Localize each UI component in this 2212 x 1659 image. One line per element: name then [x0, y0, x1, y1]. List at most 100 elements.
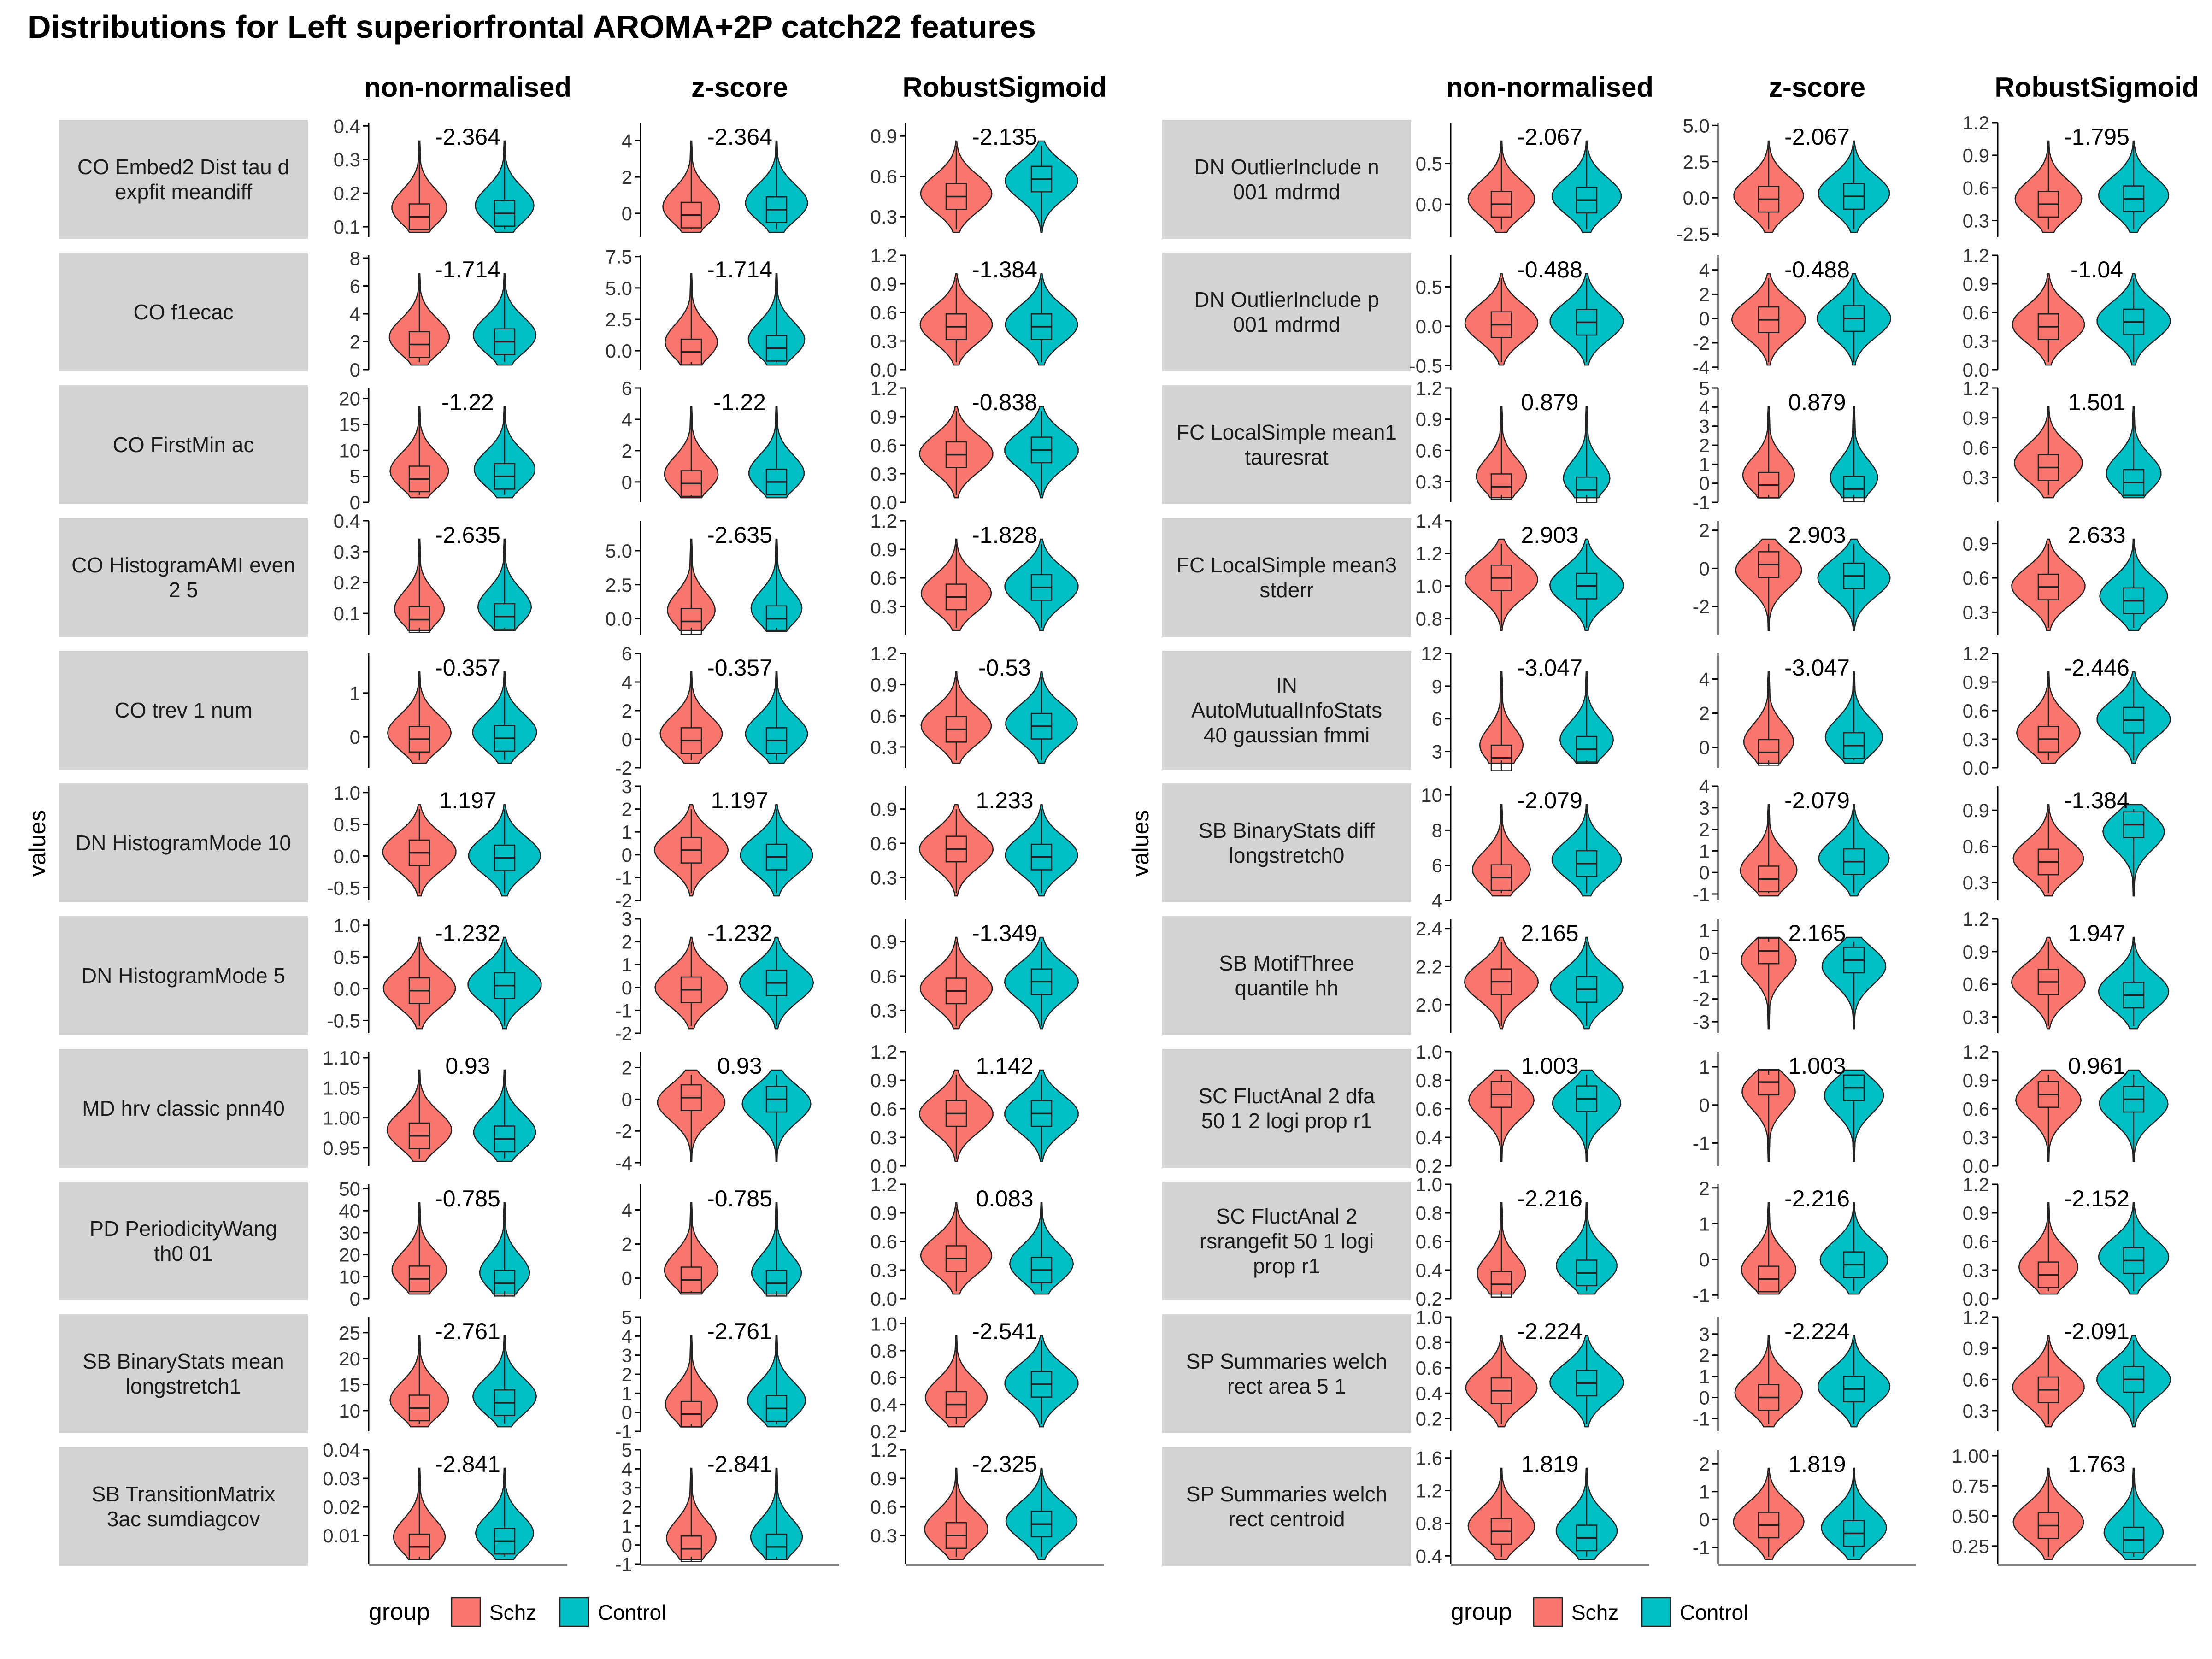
- stat-label: 2.165: [1788, 920, 1846, 946]
- y-tick-label: 0: [1699, 473, 1710, 494]
- y-tick-label: 0.6: [1963, 974, 1989, 995]
- y-tick-label: 0: [622, 1535, 632, 1556]
- control-violin: [1005, 273, 1078, 366]
- y-tick-label: 3: [1699, 416, 1710, 437]
- stat-label: -2.135: [972, 124, 1037, 150]
- control-violin: [468, 804, 541, 897]
- stat-label: -2.325: [972, 1451, 1037, 1477]
- y-tick-label: 1: [622, 954, 632, 976]
- stat-label: -2.541: [972, 1318, 1037, 1344]
- y-tick-label: 0: [1699, 1387, 1710, 1409]
- y-tick-label: 4: [1699, 396, 1710, 418]
- y-tick-label: 6: [350, 276, 360, 297]
- schz-violin: [918, 804, 994, 897]
- violin-cell: -4 -2 0 2 0.93: [615, 1052, 812, 1174]
- facet-strip: [59, 1182, 308, 1300]
- violin-cell: 0.0 0.3 0.6 0.9 1.2 -0.838: [871, 377, 1079, 513]
- stat-label: 1.197: [439, 788, 496, 813]
- violin-cell: -3-2-101 2.165: [1693, 919, 1887, 1033]
- violin-cell: 0.1 0.2 0.3 0.4 -2.364: [334, 115, 535, 238]
- y-tick-label: 6: [622, 377, 632, 399]
- facet-label: DN OutlierInclude p: [1194, 288, 1379, 312]
- y-tick-label: 0.0: [871, 1288, 897, 1310]
- y-tick-label: 2: [350, 331, 360, 353]
- y-tick-label: 0.2: [334, 182, 360, 204]
- y-tick-label: 1.6: [1416, 1447, 1442, 1469]
- facet-label: MD hrv classic pnn40: [82, 1096, 285, 1120]
- stat-label: -2.224: [1784, 1318, 1850, 1344]
- y-tick-label: 0.2: [1416, 1408, 1442, 1430]
- facet-label: FC LocalSimple mean1: [1177, 420, 1397, 444]
- y-tick-label: 0.03: [323, 1468, 360, 1489]
- violin-cell: 0 2 4 -2.364: [622, 123, 808, 237]
- y-tick-label: 0.6: [1963, 1369, 1989, 1390]
- stat-label: -2.067: [1784, 124, 1850, 150]
- y-tick-label: 2: [622, 799, 632, 820]
- y-tick-label: 0.6: [1416, 440, 1442, 461]
- facet-label: 2 5: [169, 578, 198, 602]
- stat-label: 0.879: [1788, 389, 1846, 415]
- violin-cell: -0.5 0.0 0.5 1.0 1.197: [327, 782, 541, 900]
- violin-cell: 0.2 0.4 0.6 0.8 1.0 -2.216: [1416, 1174, 1618, 1310]
- facet-strip: [1162, 783, 1411, 902]
- y-tick-label: 0.6: [1416, 1357, 1442, 1379]
- y-tick-label: 1.2: [1963, 1174, 1989, 1195]
- control-violin: [1817, 1335, 1891, 1428]
- y-tick-label: 1: [1699, 1056, 1710, 1078]
- y-tick-label: 4: [622, 1458, 632, 1480]
- y-tick-label: 0: [1699, 558, 1710, 579]
- y-tick-label: 0.0: [871, 492, 897, 513]
- facet-label: CO HistogramAMI even: [71, 553, 295, 577]
- y-tick-label: 1.2: [1963, 643, 1989, 665]
- y-tick-label: 2: [622, 440, 632, 462]
- y-tick-label: 12: [1421, 643, 1442, 665]
- y-tick-label: 0.0: [1416, 194, 1442, 215]
- y-tick-label: 0.8: [1416, 608, 1442, 630]
- facet-label: AutoMutualInfoStats: [1191, 698, 1382, 722]
- stat-label: -3.047: [1784, 655, 1850, 681]
- y-tick-label: 0: [350, 492, 360, 513]
- y-tick-label: 3: [622, 776, 632, 797]
- y-tick-label: -1: [615, 867, 632, 888]
- y-tick-label: 0.3: [871, 1525, 897, 1547]
- y-tick-label: -1: [615, 1000, 632, 1021]
- facet-label: SB TransitionMatrix: [92, 1482, 276, 1506]
- violin-cell: 0.0 2.5 5.0 7.5 -1.714: [606, 246, 806, 370]
- facet-label: DN HistogramMode 5: [82, 964, 285, 988]
- legend: group Schz Control: [1451, 1597, 1748, 1627]
- y-tick-label: 20: [339, 388, 360, 410]
- stat-label: 1.003: [1788, 1053, 1846, 1079]
- y-tick-label: 3: [622, 1477, 632, 1499]
- y-tick-label: 10: [339, 440, 360, 461]
- facet-strip: [59, 783, 308, 902]
- stat-label: -2.761: [707, 1318, 772, 1344]
- y-tick-label: -4: [615, 1152, 632, 1174]
- y-tick-label: 1.2: [1416, 1480, 1442, 1502]
- stat-label: 0.93: [717, 1053, 762, 1079]
- y-tick-label: 0: [350, 359, 360, 381]
- violin-cell: 0.4 0.8 1.2 1.6 1.819: [1416, 1447, 1649, 1567]
- schz-violin: [920, 671, 992, 764]
- stat-label: 0.083: [976, 1186, 1033, 1212]
- violin-cell: -2 0 2 2.903: [1693, 520, 1891, 635]
- y-tick-label: 1.4: [1416, 510, 1442, 532]
- y-tick-label: 0.9: [1416, 409, 1442, 430]
- schz-violin: [2012, 1467, 2084, 1560]
- y-tick-label: 3: [1432, 741, 1442, 763]
- y-tick-label: 1.0: [1416, 1174, 1442, 1195]
- y-tick-label: 1: [622, 1515, 632, 1537]
- y-tick-label: 0.9: [871, 406, 897, 428]
- y-tick-label: 2.0: [1416, 994, 1442, 1016]
- y-tick-label: 0: [1699, 862, 1710, 883]
- y-tick-label: 4: [622, 671, 632, 693]
- control-violin: [1549, 273, 1624, 366]
- y-tick-label: 1.0: [1416, 1041, 1442, 1063]
- y-tick-label: 0: [622, 203, 632, 224]
- stat-label: 1.233: [976, 788, 1033, 813]
- y-tick-label: 0.6: [871, 1496, 897, 1518]
- stat-label: -0.785: [435, 1186, 500, 1212]
- y-tick-label: 0.3: [1963, 1006, 1989, 1028]
- y-tick-label: 0.4: [1416, 1127, 1442, 1148]
